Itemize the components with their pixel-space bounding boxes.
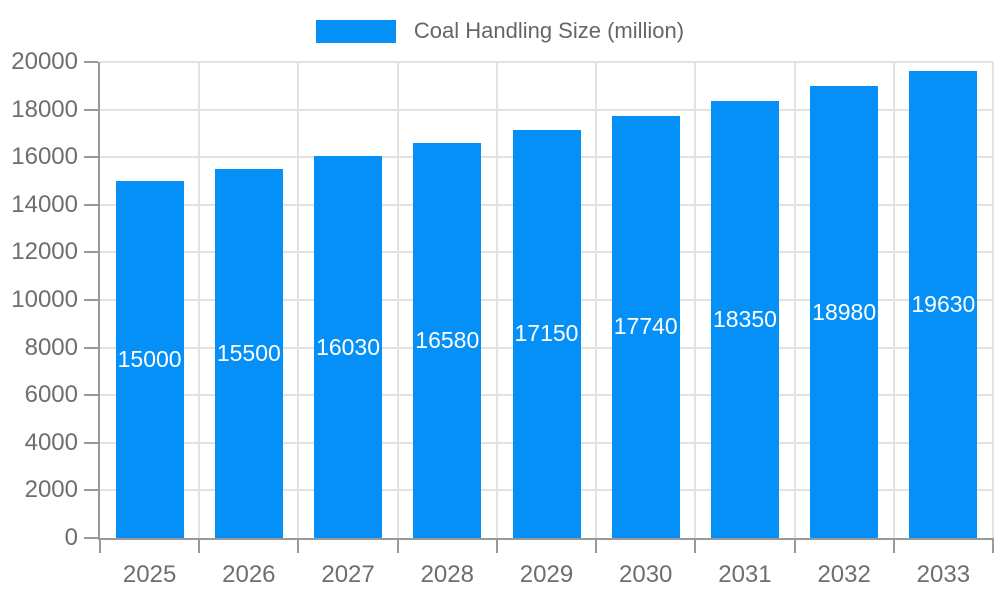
y-axis-tick — [84, 61, 98, 63]
legend-label: Coal Handling Size (million) — [413, 18, 685, 43]
bar[interactable]: 15000 — [115, 181, 184, 538]
x-tick-label: 2031 — [718, 561, 772, 588]
x-axis-tick — [595, 538, 598, 553]
x-tick-label: 2026 — [222, 561, 276, 588]
gridline-vertical — [198, 62, 201, 538]
bar[interactable]: 18350 — [710, 101, 779, 538]
bar[interactable]: 19630 — [909, 70, 978, 538]
x-tick-label: 2030 — [619, 561, 673, 588]
gridline-vertical — [694, 62, 697, 538]
y-tick-label: 12000 — [11, 238, 78, 266]
bar[interactable]: 16030 — [314, 156, 383, 538]
y-axis-tick — [84, 299, 98, 301]
gridline-vertical — [793, 62, 796, 538]
bar-value-label: 17150 — [514, 320, 579, 347]
y-axis-tick — [84, 108, 98, 111]
x-axis-tick — [495, 538, 498, 553]
bar-value-label: 19630 — [911, 290, 976, 317]
x-tick-label: 2033 — [916, 561, 971, 588]
bar-value-label: 17740 — [613, 313, 678, 340]
y-tick-label: 20000 — [11, 48, 78, 75]
y-axis-tick — [84, 156, 98, 159]
bar[interactable]: 16580 — [413, 143, 482, 538]
y-axis-tick — [84, 394, 98, 397]
y-tick-label: 10000 — [11, 286, 78, 313]
x-tick-label: 2032 — [817, 561, 871, 588]
y-axis-tick — [84, 346, 98, 349]
gridline-vertical — [892, 62, 895, 538]
bar[interactable]: 17150 — [512, 129, 581, 538]
y-axis-line — [98, 62, 100, 540]
bar[interactable]: 18980 — [810, 86, 879, 538]
x-axis-tick — [297, 538, 300, 553]
x-axis-tick — [793, 538, 796, 553]
y-tick-label: 2000 — [24, 476, 78, 504]
y-tick-label: 0 — [64, 524, 78, 551]
y-tick-label: 14000 — [11, 190, 78, 218]
bar[interactable]: 15500 — [214, 169, 283, 538]
x-axis-tick — [99, 538, 101, 553]
x-axis-tick — [992, 538, 994, 553]
y-tick-label: 8000 — [24, 333, 78, 361]
legend-swatch — [315, 19, 396, 43]
bar-value-label: 16580 — [415, 327, 480, 354]
legend[interactable]: Coal Handling Size (million) — [0, 18, 1000, 44]
x-tick-label: 2027 — [321, 561, 375, 588]
y-axis-tick — [84, 203, 98, 206]
y-axis-tick — [84, 251, 98, 254]
y-axis-tick — [84, 537, 98, 539]
bar[interactable]: 17740 — [611, 115, 680, 538]
y-axis-tick — [84, 489, 98, 492]
bar-value-label: 16030 — [316, 333, 381, 360]
x-axis-tick — [694, 538, 697, 553]
gridline-horizontal — [100, 108, 993, 111]
x-axis-tick — [396, 538, 399, 553]
y-tick-label: 18000 — [11, 95, 78, 123]
bar-value-label: 15000 — [117, 346, 182, 372]
x-tick-label: 2029 — [519, 561, 574, 588]
x-tick-label: 2025 — [122, 561, 177, 588]
gridline-vertical — [992, 62, 994, 538]
x-axis-line — [98, 538, 993, 540]
y-tick-label: 6000 — [24, 381, 78, 409]
gridline-vertical — [495, 62, 498, 538]
x-tick-label: 2028 — [420, 561, 474, 588]
y-tick-label: 16000 — [11, 143, 78, 171]
bar-value-label: 18350 — [712, 306, 777, 333]
x-axis-tick — [198, 538, 201, 553]
gridline-vertical — [595, 62, 598, 538]
y-axis-tick — [84, 441, 98, 444]
gridline-vertical — [396, 62, 399, 538]
bar-value-label: 18980 — [812, 298, 877, 325]
y-tick-label: 4000 — [24, 428, 78, 456]
x-axis-tick — [892, 538, 895, 553]
gridline-horizontal — [100, 61, 993, 63]
bar-value-label: 15500 — [216, 340, 281, 367]
gridline-vertical — [297, 62, 300, 538]
